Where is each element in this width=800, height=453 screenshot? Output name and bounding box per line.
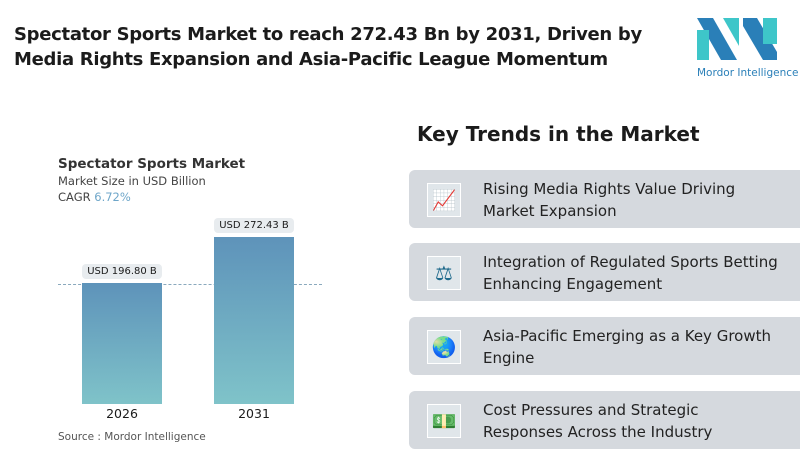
bar-2031 xyxy=(214,237,294,404)
logo-text: Mordor Intelligence xyxy=(697,67,799,79)
trend-text: Cost Pressures and Strategic Responses A… xyxy=(483,401,713,441)
trend-card: 💵 Cost Pressures and Strategic Responses… xyxy=(409,391,800,449)
bar-2026 xyxy=(82,283,162,404)
logo-icon xyxy=(697,18,777,60)
cagr-label: CAGR xyxy=(58,190,91,204)
trend-card: 📈 Rising Media Rights Value Driving Mark… xyxy=(409,170,800,228)
trend-card: ⚖ Integration of Regulated Sports Bettin… xyxy=(409,243,800,301)
chart-subtitle: Market Size in USD Billion xyxy=(58,174,206,188)
money-icon: 💵 xyxy=(427,404,461,438)
trend-text: Rising Media Rights Value Driving Market… xyxy=(483,180,736,220)
x-tick-label: 2026 xyxy=(106,406,138,421)
cagr: CAGR 6.72% xyxy=(58,190,131,204)
trends-heading: Key Trends in the Market xyxy=(417,122,700,146)
source: Source : Mordor Intelligence xyxy=(58,431,206,443)
chart-title: Spectator Sports Market xyxy=(58,156,246,172)
reference-line xyxy=(58,284,322,285)
line-chart-icon: 📈 xyxy=(427,183,461,217)
globe-icon: 🌏 xyxy=(427,330,461,364)
cagr-value: 6.72% xyxy=(94,190,131,204)
page-title: Spectator Sports Market to reach 272.43 … xyxy=(14,24,642,70)
mordor-logo: Mordor Intelligence xyxy=(697,18,799,79)
trend-text: Integration of Regulated Sports Betting … xyxy=(483,253,778,293)
x-tick-label: 2031 xyxy=(238,406,270,421)
data-label: USD 272.43 B xyxy=(214,218,294,233)
trend-text: Asia-Pacific Emerging as a Key Growth En… xyxy=(483,327,771,367)
scales-icon: ⚖ xyxy=(427,256,461,290)
trend-card: 🌏 Asia-Pacific Emerging as a Key Growth … xyxy=(409,317,800,375)
data-label: USD 196.80 B xyxy=(82,264,162,280)
